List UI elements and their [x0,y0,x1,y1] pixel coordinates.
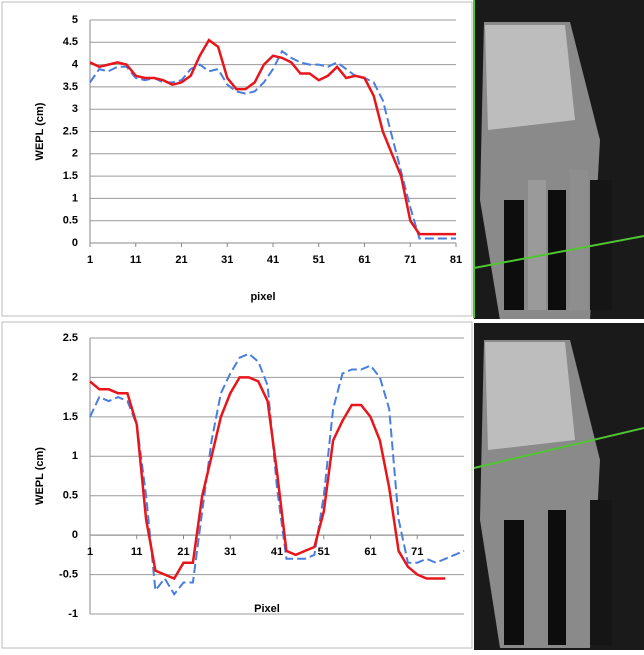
y-tick-label: 1 [72,450,78,462]
x-tick-label: 61 [358,254,370,266]
x-tick-label: 41 [267,254,279,266]
y-tick-label: 2 [72,148,78,160]
finger-gap [548,510,566,645]
finger [570,170,588,310]
x-tick-label: 61 [364,546,376,558]
finger-gap [504,200,524,310]
x-tick-label: 31 [221,254,233,266]
hand-wrist [485,342,575,450]
x-tick-label: 51 [313,254,325,266]
x-tick-label: 21 [177,546,189,558]
x-tick-label: 31 [224,546,236,558]
x-tick-label: 1 [87,546,93,558]
y-tick-label: 2.5 [63,332,78,344]
x-tick-label: 81 [450,254,462,266]
finger-gap [548,190,566,310]
y-tick-label: 2.5 [63,125,78,137]
x-tick-label: 41 [271,546,283,558]
y-tick-label: 3 [72,103,78,115]
y-tick-label: -1 [68,608,78,620]
y-tick-label: 4 [72,59,79,71]
x-tick-label: 71 [404,254,416,266]
x-tick-label: 11 [131,546,143,558]
finger [528,180,546,310]
hand-wrist [485,25,575,130]
x-tick-label: 71 [411,546,423,558]
y-tick-label: 3.5 [63,81,78,93]
finger-gap [504,520,524,645]
x-tick-label: 11 [130,254,142,266]
y-tick-label: 2 [72,371,78,383]
y-tick-label: 0 [72,529,78,541]
y-tick-label: 1.5 [63,411,78,423]
xray-images [474,0,644,650]
y-tick-label: 1 [72,192,78,204]
y-axis-label: WEPL (cm) [34,447,46,505]
y-tick-label: 4.5 [63,36,78,48]
y-tick-label: 0.5 [63,490,78,502]
y-tick-label: 0.5 [63,215,78,227]
finger-gap [590,500,612,645]
y-tick-label: 5 [72,14,78,26]
figure: 00.511.522.533.544.5511121314151617181pi… [0,0,644,650]
x-axis-label: pixel [250,291,275,303]
x-axis-label: Pixel [254,603,280,615]
y-tick-label: -0.5 [59,568,78,580]
y-axis-label: WEPL (cm) [34,102,46,160]
y-tick-label: 1.5 [63,170,78,182]
x-tick-label: 1 [87,254,93,266]
x-tick-label: 51 [318,546,330,558]
y-tick-label: 0 [72,237,78,249]
x-tick-label: 21 [175,254,187,266]
